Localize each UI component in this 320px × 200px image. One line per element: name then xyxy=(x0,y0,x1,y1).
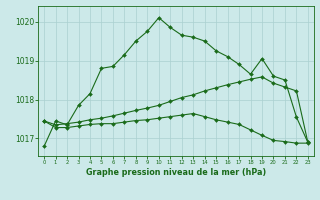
X-axis label: Graphe pression niveau de la mer (hPa): Graphe pression niveau de la mer (hPa) xyxy=(86,168,266,177)
